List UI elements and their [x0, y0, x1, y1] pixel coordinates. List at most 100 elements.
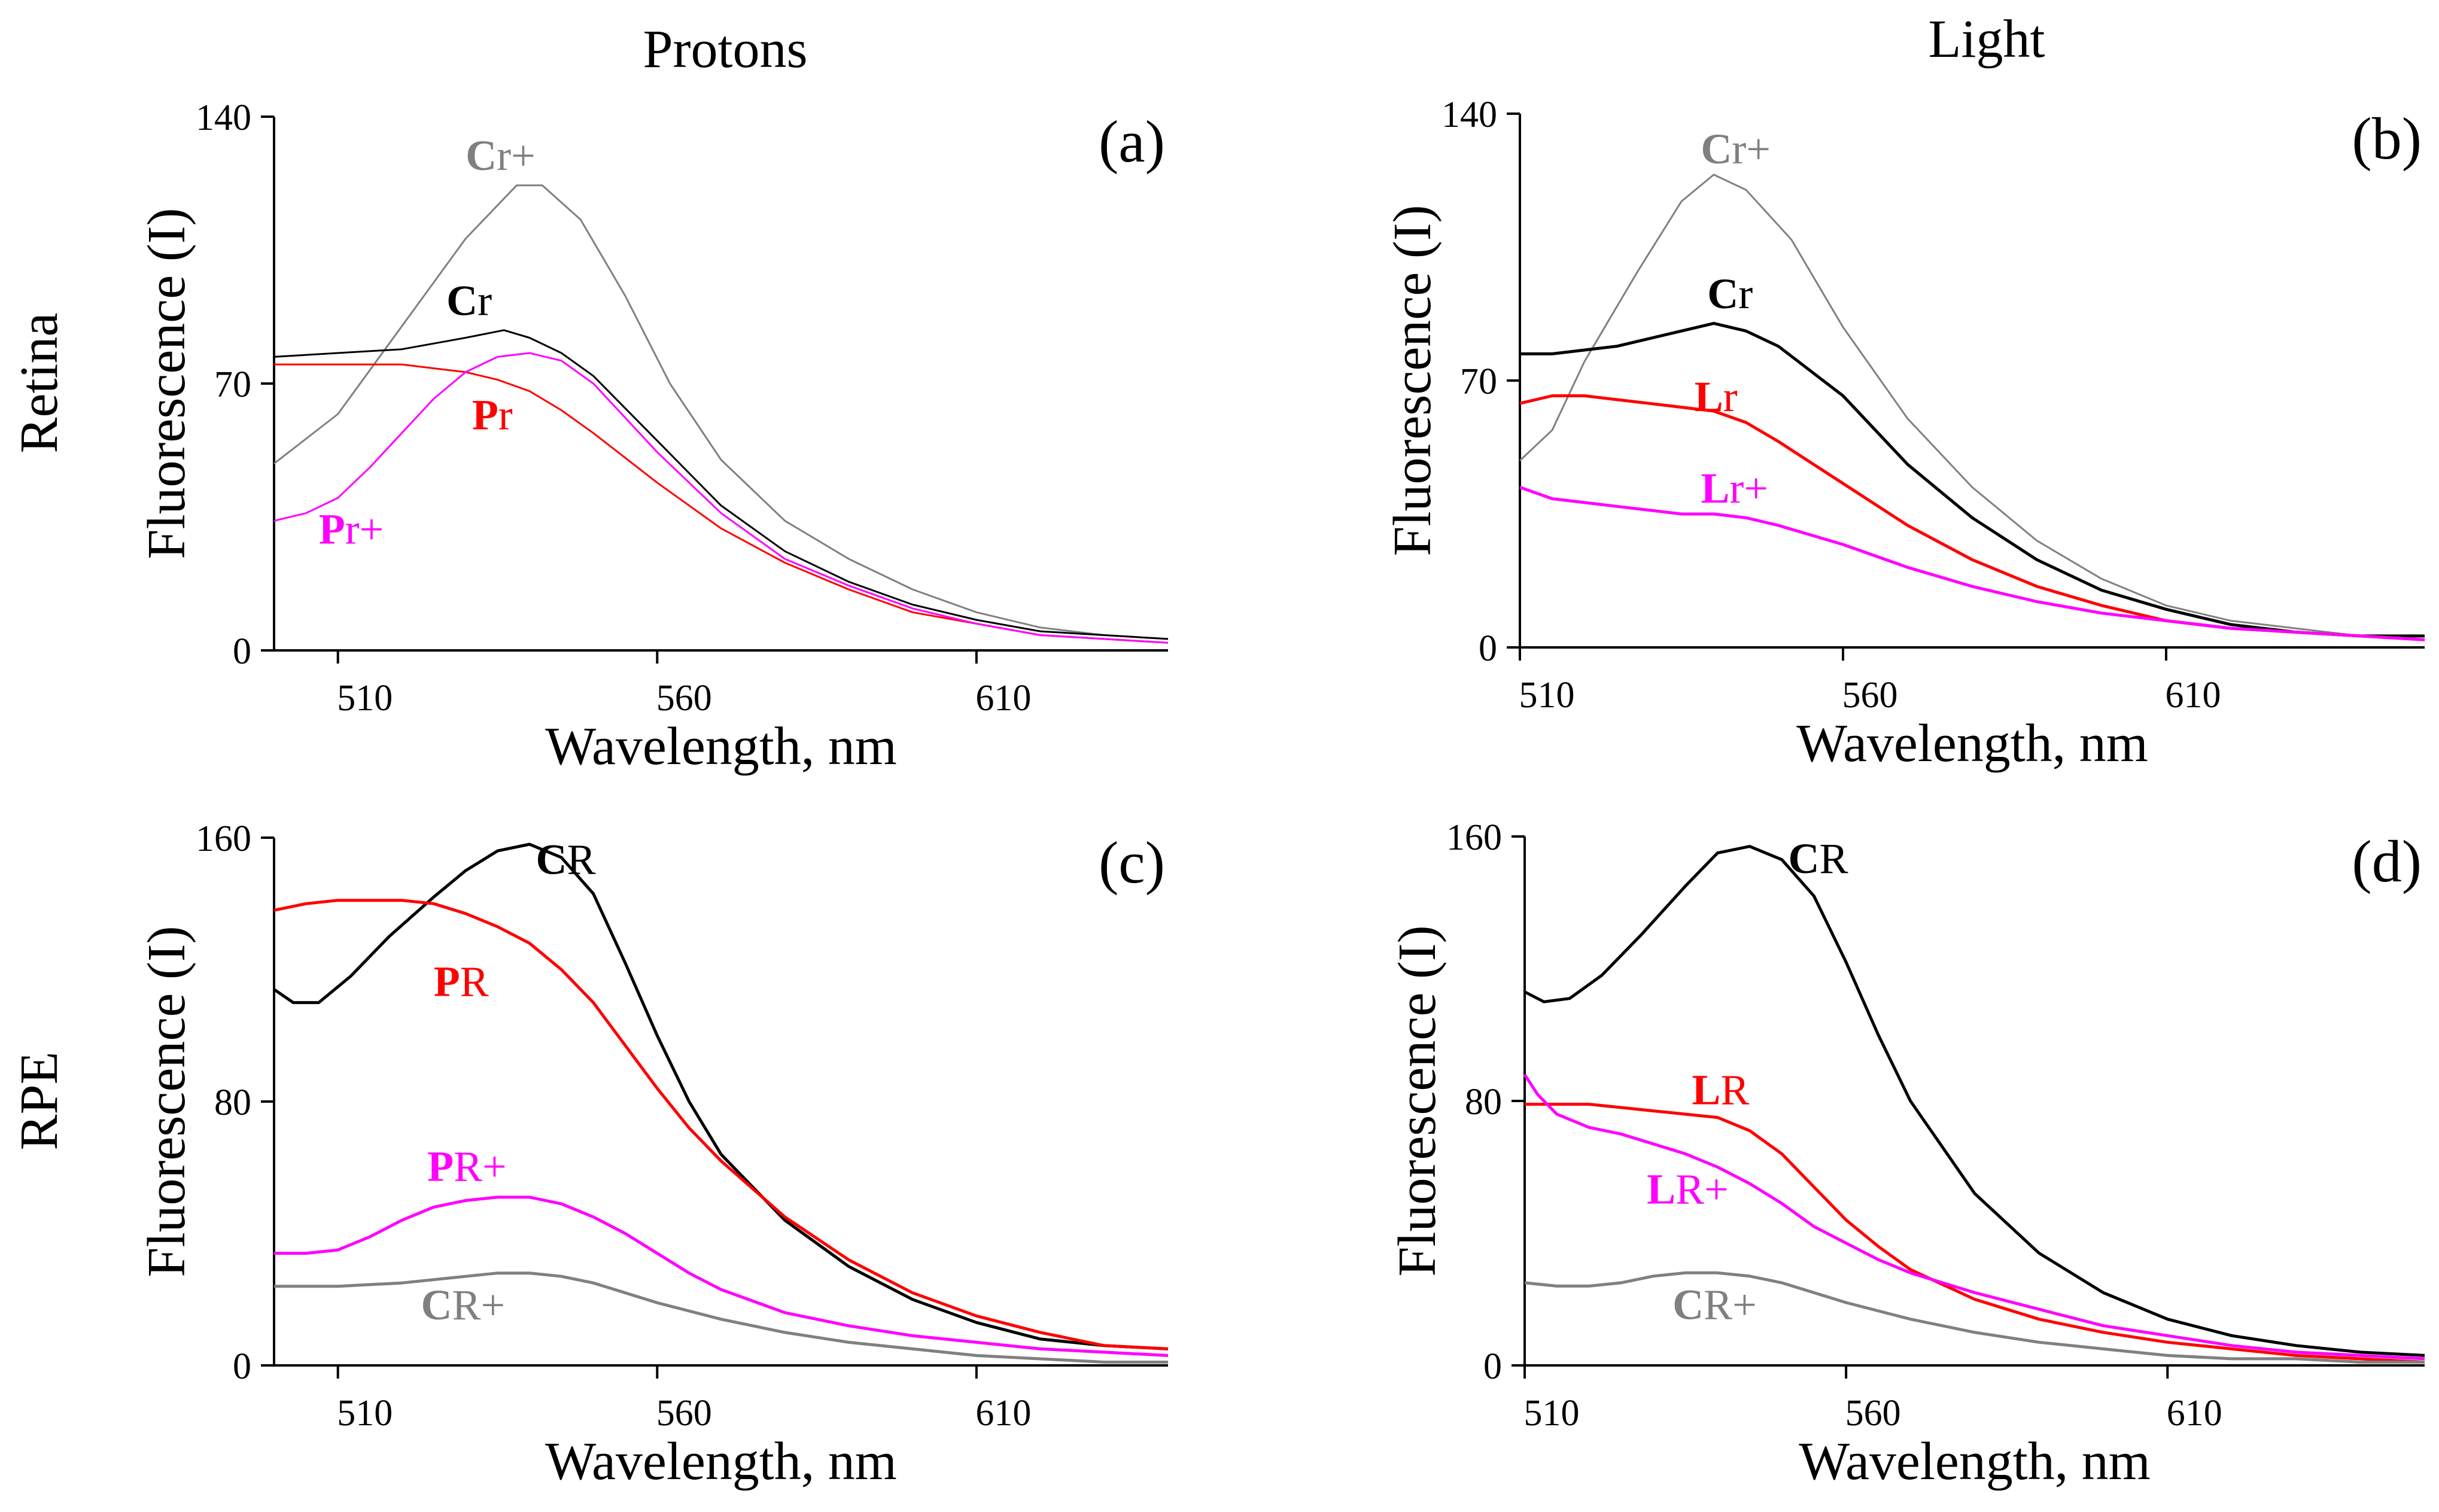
x-tick-label: 560 — [1845, 1393, 1901, 1434]
x-tick-label: 610 — [2167, 1393, 2222, 1434]
series-label-initial: P — [319, 506, 345, 553]
x-axis-label: Wavelength, nm — [545, 1432, 897, 1491]
x-tick-label: 510 — [337, 1393, 393, 1434]
series-line-pr — [274, 363, 1169, 644]
series-label: PR — [434, 958, 489, 1006]
series-line-cr — [1520, 321, 2425, 638]
series-label: CR — [1788, 835, 1848, 883]
series-label: Pr — [472, 391, 513, 439]
series-label-suffix: r+ — [1729, 464, 1768, 512]
series-label: Pr+ — [319, 506, 384, 553]
row-header-retina: Retina — [10, 313, 69, 454]
y-tick-label: 80 — [1465, 1082, 1502, 1122]
x-tick-label: 510 — [337, 678, 393, 719]
column-header-light: Light — [1929, 10, 2045, 69]
y-axis-label: Fluorescence (I) — [137, 208, 196, 559]
panel-label: (c) — [1099, 829, 1165, 896]
y-axis-label: Fluorescence (I) — [1383, 205, 1442, 556]
series-label-suffix: r+ — [345, 506, 384, 553]
series-line-pr-plus — [274, 1195, 1169, 1357]
series-label-initial: C — [1672, 1281, 1704, 1329]
series-label-initial: C — [421, 1281, 452, 1329]
y-tick-label: 0 — [233, 631, 251, 672]
series-label-suffix: R+ — [452, 1281, 505, 1329]
series-label: LR+ — [1647, 1165, 1729, 1213]
x-tick-label: 510 — [1524, 1393, 1580, 1434]
panel-d: 0 80 160 510 560 610 Wavelength, nm Fluorescenc… — [1388, 817, 2425, 1491]
x-axis-label: Wavelength, nm — [1796, 714, 2148, 773]
series-label-suffix: R — [567, 836, 596, 884]
series-line-cr-plus — [273, 184, 1169, 640]
row-header-rpe: RPE — [10, 1051, 69, 1150]
series-label-suffix: r — [498, 391, 513, 439]
series-label-initial: C — [1707, 270, 1738, 318]
y-tick-label: 160 — [196, 819, 251, 859]
series-label: Cr — [446, 276, 492, 324]
x-tick-label: 610 — [975, 1393, 1031, 1434]
series-label-initial: P — [472, 391, 498, 439]
series-label-initial: L — [1701, 464, 1729, 512]
series-label-suffix: R — [1819, 835, 1848, 883]
series-label-suffix: R+ — [454, 1142, 507, 1190]
series-label-suffix: R — [1720, 1066, 1749, 1114]
series-label-initial: C — [446, 276, 478, 324]
series-label-initial: C — [1788, 835, 1819, 883]
series-line-lr — [1525, 1103, 2425, 1364]
series-label-initial: C — [1701, 125, 1732, 173]
series-label-suffix: r+ — [1732, 125, 1771, 173]
series-line-pr — [273, 899, 1169, 1350]
series-label-initial: C — [536, 836, 567, 884]
x-tick-label: 560 — [656, 678, 712, 719]
panel-label: (a) — [1099, 108, 1165, 175]
y-tick-label: 70 — [214, 364, 251, 405]
y-tick-label: 140 — [196, 98, 251, 138]
series-label: Cr+ — [466, 132, 536, 180]
series-line-pr-plus — [273, 352, 1169, 644]
series-line-cr — [1523, 845, 2425, 1357]
y-tick-label: 0 — [1479, 628, 1497, 669]
series-label-suffix: R — [460, 958, 489, 1006]
x-tick-label: 560 — [1842, 675, 1898, 716]
y-tick-label: 0 — [1483, 1346, 1502, 1387]
x-tick-label: 610 — [2166, 675, 2221, 716]
series-line-cr-plus — [274, 1271, 1168, 1364]
series-label: Cr — [1707, 270, 1753, 318]
series-label: LR — [1692, 1066, 1749, 1114]
series-label-suffix: r — [1723, 373, 1738, 421]
series-label: CR+ — [1672, 1281, 1757, 1329]
series-line-cr-plus — [1524, 1271, 2425, 1364]
series-label-initial: P — [427, 1142, 454, 1190]
x-tick-label: 560 — [656, 1393, 712, 1434]
series-line-cr — [273, 329, 1169, 640]
panel-c: 0 80 160 510 560 610 Wavelength, nm Fluorescenc… — [137, 819, 1169, 1491]
panel-label: (d) — [2352, 828, 2422, 895]
series-label-initial: L — [1692, 1066, 1720, 1114]
y-tick-label: 0 — [233, 1346, 251, 1387]
y-tick-label: 70 — [1460, 361, 1497, 402]
series-label-initial: P — [434, 958, 460, 1006]
x-tick-label: 610 — [975, 678, 1031, 719]
panel-label: (b) — [2352, 105, 2422, 172]
series-label-suffix: r+ — [497, 132, 536, 180]
x-axis-label: Wavelength, nm — [545, 717, 897, 776]
series-label: Cr+ — [1701, 125, 1771, 173]
series-line-lr-plus — [1523, 1073, 2425, 1361]
panel-a: 0 70 140 510 560 610 Wavelength, nm Fluorescenc… — [137, 98, 1169, 776]
series-label: CR — [536, 836, 596, 884]
series-line-cr — [273, 842, 1169, 1350]
series-label: Lr+ — [1701, 464, 1768, 512]
x-axis-label: Wavelength, nm — [1799, 1432, 2151, 1491]
series-label-initial: L — [1695, 373, 1723, 421]
series-label: Lr — [1695, 373, 1738, 421]
y-tick-label: 80 — [214, 1082, 251, 1123]
y-tick-label: 140 — [1441, 95, 1497, 135]
x-tick-label: 510 — [1519, 675, 1575, 716]
series-label-suffix: R+ — [1675, 1165, 1729, 1213]
series-label: PR+ — [427, 1142, 507, 1190]
column-header-protons: Protons — [643, 20, 807, 79]
series-line-lr-plus — [1519, 486, 2425, 641]
y-axis-label: Fluorescence (I) — [1388, 925, 1447, 1276]
y-tick-label: 160 — [1446, 817, 1502, 858]
series-label-suffix: r — [1738, 270, 1753, 318]
series-label-suffix: R+ — [1704, 1281, 1757, 1329]
